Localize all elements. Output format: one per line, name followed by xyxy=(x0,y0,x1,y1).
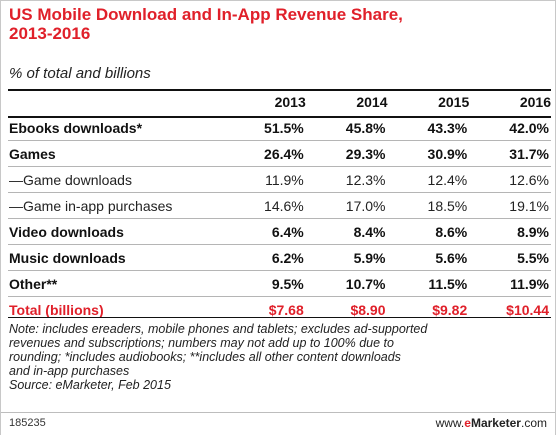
row-label: —Game in-app purchases xyxy=(8,192,224,219)
brand-prefix: www. xyxy=(435,416,465,430)
table-cell: 8.4% xyxy=(305,218,388,245)
table-cell: 5.6% xyxy=(387,244,470,271)
table-cell: 14.6% xyxy=(224,192,306,219)
row-label: Other** xyxy=(8,270,224,297)
header-label-cell xyxy=(8,91,224,115)
note-line: revenues and subscriptions; numbers may … xyxy=(9,336,394,350)
note-line: and in-app purchases xyxy=(9,364,130,378)
table-cell: 12.4% xyxy=(387,166,470,193)
header-year: 2014 xyxy=(356,94,388,110)
table-cell: $7.68 xyxy=(268,301,304,318)
note-line: Note: includes ereaders, mobile phones a… xyxy=(9,322,428,336)
table-cell: 17.0% xyxy=(305,192,388,219)
table-cell: $10.44 xyxy=(506,301,549,318)
table-cell: 11.9% xyxy=(224,166,306,193)
table-cell: $9.82 xyxy=(432,301,468,318)
row-label: —Game downloads xyxy=(8,166,224,193)
source-line: Source: eMarketer, Feb 2015 xyxy=(9,378,171,392)
table-cell: 31.7% xyxy=(469,140,551,167)
row-label: Ebooks downloads* xyxy=(8,115,224,141)
table-cell: 30.9% xyxy=(387,140,470,167)
chart-title-line-1: US Mobile Download and In-App Revenue Sh… xyxy=(9,5,403,24)
table-cell: 11.5% xyxy=(387,270,470,297)
row-label: Games xyxy=(8,140,224,167)
header-rule xyxy=(8,116,551,118)
table-cell: 42.0% xyxy=(469,115,551,141)
table-row: Ebooks downloads* 51.5% 45.8% 43.3% 42.0% xyxy=(8,115,551,141)
header-year: 2015 xyxy=(438,94,470,110)
table-cell: 9.5% xyxy=(224,270,306,297)
table-row: Other** 9.5% 10.7% 11.5% 11.9% xyxy=(8,270,551,297)
table-cell: 45.8% xyxy=(305,115,388,141)
header-year: 2013 xyxy=(274,94,306,110)
chart-title: US Mobile Download and In-App Revenue Sh… xyxy=(9,5,549,43)
table-row: Music downloads 6.2% 5.9% 5.6% 5.5% xyxy=(8,244,551,271)
chart-title-line-2: 2013-2016 xyxy=(9,24,91,43)
table-cell: 43.3% xyxy=(387,115,470,141)
table-cell: 12.6% xyxy=(469,166,551,193)
row-label: Music downloads xyxy=(8,244,224,271)
table-cell: 18.5% xyxy=(387,192,470,219)
brand-logo: www.eMarketer.com xyxy=(436,416,547,430)
table-cell: 8.6% xyxy=(387,218,470,245)
table-cell: 19.1% xyxy=(469,192,551,219)
table-cell: 11.9% xyxy=(469,270,551,297)
table-cell: 51.5% xyxy=(224,115,306,141)
table-cell: 6.2% xyxy=(224,244,306,271)
table-cell: $8.90 xyxy=(350,301,386,318)
data-table: 2013 2014 2015 2016 Ebooks downloads* 51.… xyxy=(8,91,551,322)
table-row: Video downloads 6.4% 8.4% 8.6% 8.9% xyxy=(8,218,551,245)
table-cell: 6.4% xyxy=(224,218,306,245)
table-row: —Game in-app purchases 14.6% 17.0% 18.5% 19.… xyxy=(8,192,551,219)
bottom-rule xyxy=(8,317,551,318)
table-cell: 26.4% xyxy=(224,140,306,167)
chart-footer: 185235 www.eMarketer.com xyxy=(1,412,555,435)
chart-id: 185235 xyxy=(9,417,46,429)
row-label: Total (billions) xyxy=(9,301,104,318)
brand-name: Marketer xyxy=(470,416,521,430)
top-rule xyxy=(8,89,551,91)
brand-suffix: .com xyxy=(520,416,547,430)
header-row: 2013 2014 2015 2016 xyxy=(8,91,551,115)
table-cell: 29.3% xyxy=(305,140,388,167)
table-cell: 10.7% xyxy=(305,270,388,297)
row-label: Video downloads xyxy=(8,218,224,245)
chart-subtitle: % of total and billions xyxy=(9,65,151,82)
table-row: Games 26.4% 29.3% 30.9% 31.7% xyxy=(8,140,551,167)
table-cell: 5.5% xyxy=(469,244,551,271)
table-cell: 12.3% xyxy=(305,166,388,193)
table-row: —Game downloads 11.9% 12.3% 12.4% 12.6% xyxy=(8,166,551,193)
table-cell: 8.9% xyxy=(469,218,551,245)
brand-e: e xyxy=(464,416,471,430)
table-cell: 5.9% xyxy=(305,244,388,271)
table-row: Total (billions) $7.68 $8.90 $9.82 $10.44 xyxy=(8,297,551,323)
header-year: 2016 xyxy=(519,94,551,110)
chart-note: Note: includes ereaders, mobile phones a… xyxy=(9,322,549,392)
note-line: rounding; *includes audiobooks; **includ… xyxy=(9,350,401,364)
